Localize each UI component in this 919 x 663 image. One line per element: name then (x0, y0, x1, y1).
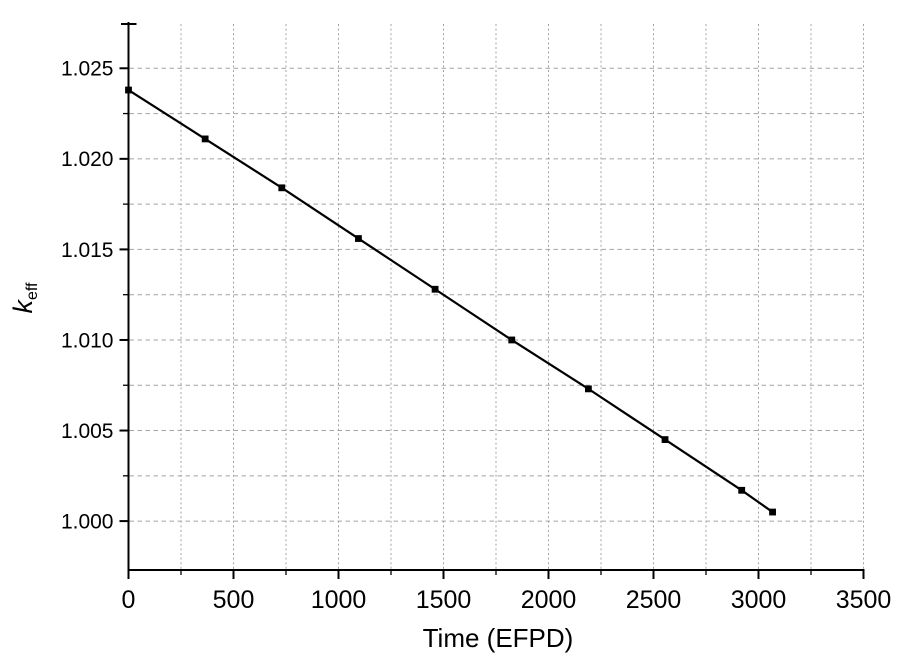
y-tick-label: 1.025 (61, 58, 114, 81)
y-tick-label: 1.010 (61, 329, 114, 352)
data-point-marker (125, 86, 132, 94)
x-tick-label: 1000 (311, 586, 367, 614)
x-tick-label: 3500 (836, 586, 892, 614)
data-point-marker (201, 135, 209, 143)
data-series-layer (125, 86, 776, 516)
data-point-marker (431, 285, 439, 293)
y-tick-label: 1.005 (61, 420, 114, 443)
x-tick-label: 1500 (416, 586, 472, 614)
data-line (127, 89, 774, 513)
grid-layer (129, 24, 864, 569)
x-tick-label: 2500 (626, 586, 682, 614)
y-axis-title-sub: eff (24, 282, 41, 300)
tick-labels-layer: 0 500 1000 1500 2000 2500 3000 3500 1.000 1.005 1.… (61, 58, 891, 614)
x-tick-label: 3000 (731, 586, 787, 614)
x-tick-label: 2000 (521, 586, 577, 614)
data-point-marker (769, 508, 776, 516)
data-point-marker (585, 385, 592, 393)
x-axis-title: Time (EFPD) (423, 623, 574, 653)
data-point-marker (355, 235, 362, 242)
data-point-marker (278, 184, 286, 192)
y-axis-title: keff (8, 282, 41, 314)
data-point-marker (508, 336, 516, 344)
data-point-marker (661, 436, 669, 443)
axes-layer (119, 22, 865, 579)
y-tick-label: 1.015 (61, 239, 114, 262)
y-axis-title-main: k (8, 299, 38, 314)
x-tick-label: 500 (213, 586, 255, 614)
y-tick-label: 1.000 (61, 510, 114, 533)
x-tick-label: 0 (122, 586, 136, 614)
y-tick-label: 1.020 (61, 148, 114, 171)
data-point-marker (738, 486, 746, 494)
